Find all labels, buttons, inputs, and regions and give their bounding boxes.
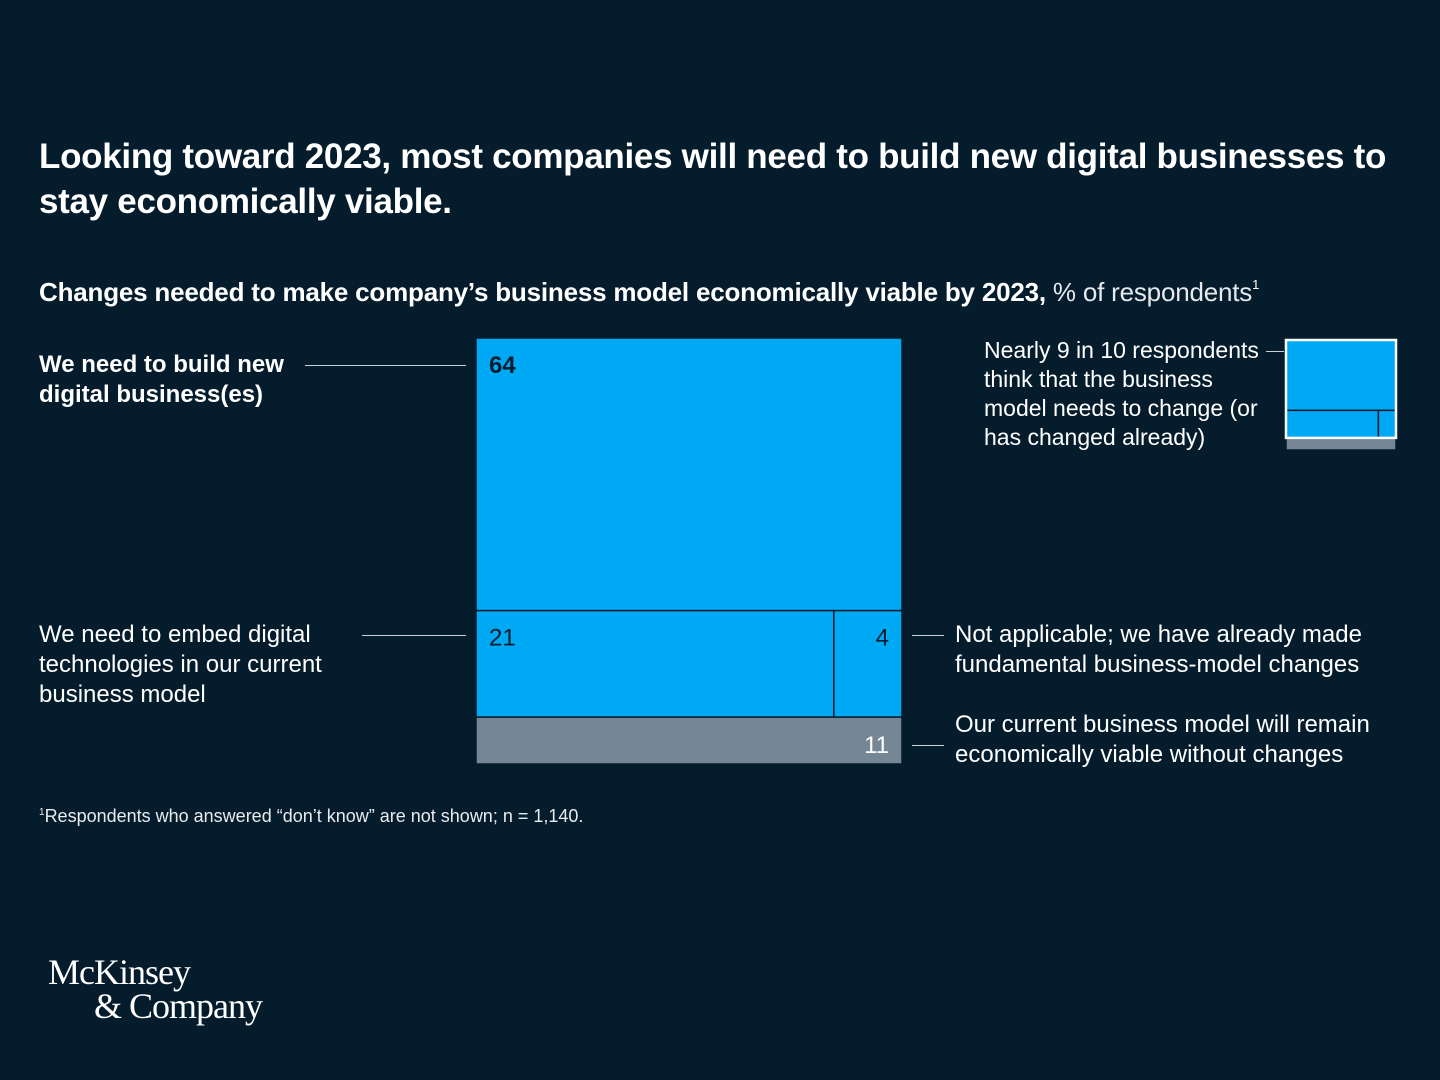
label-build-new-digital-businesses: We need to build new digital business(es… xyxy=(39,351,284,408)
annotation-leader-line xyxy=(1266,351,1284,352)
label-not-applicable: Not applicable; we have already made fun… xyxy=(955,621,1362,678)
logo-line-1: McKinsey xyxy=(48,952,191,992)
footnote-text: Respondents who answered “don’t know” ar… xyxy=(44,806,584,826)
leader-line-not-applicable xyxy=(912,635,944,636)
value-label-viable: 11 xyxy=(864,732,889,759)
subtitle-footnote-marker: 1 xyxy=(1252,277,1260,292)
value-label-na: 4 xyxy=(876,625,889,652)
value-label-embed: 21 xyxy=(489,625,516,652)
mini-change-group-outline xyxy=(1284,338,1398,440)
chart-title: Looking toward 2023, most companies will… xyxy=(39,137,1387,221)
label-remain-viable: Our current business model will remain e… xyxy=(955,711,1370,768)
footnote-marker: 1 xyxy=(39,807,45,818)
footnote: 1Respondents who answered “don’t know” a… xyxy=(39,801,583,828)
segment-viable xyxy=(475,716,903,765)
mini-segment-embed xyxy=(1285,409,1380,439)
subtitle-bold: Changes needed to make company’s busines… xyxy=(39,277,1046,307)
mini-segment-na xyxy=(1377,409,1397,439)
segment-build xyxy=(475,337,903,612)
mckinsey-logo: McKinsey & Company xyxy=(48,952,263,1026)
label-embed-digital-technologies: We need to embed digital technologies in… xyxy=(39,621,322,708)
segment-na xyxy=(833,609,903,718)
mini-segment-viable xyxy=(1285,437,1397,451)
segment-embed xyxy=(475,609,835,718)
leader-line-build xyxy=(305,365,466,366)
subtitle-unit: % of respondents xyxy=(1045,277,1253,307)
value-label-build: 64 xyxy=(489,352,516,379)
mini-segment-build xyxy=(1285,339,1397,412)
annotation-nearly-9-in-10: Nearly 9 in 10 respondents think that th… xyxy=(984,337,1259,450)
leader-line-embed xyxy=(362,635,466,636)
logo-line-2: & Company xyxy=(94,986,263,1026)
leader-line-remain-viable xyxy=(912,745,944,746)
chart-subtitle: Changes needed to make company’s busines… xyxy=(39,268,1429,309)
